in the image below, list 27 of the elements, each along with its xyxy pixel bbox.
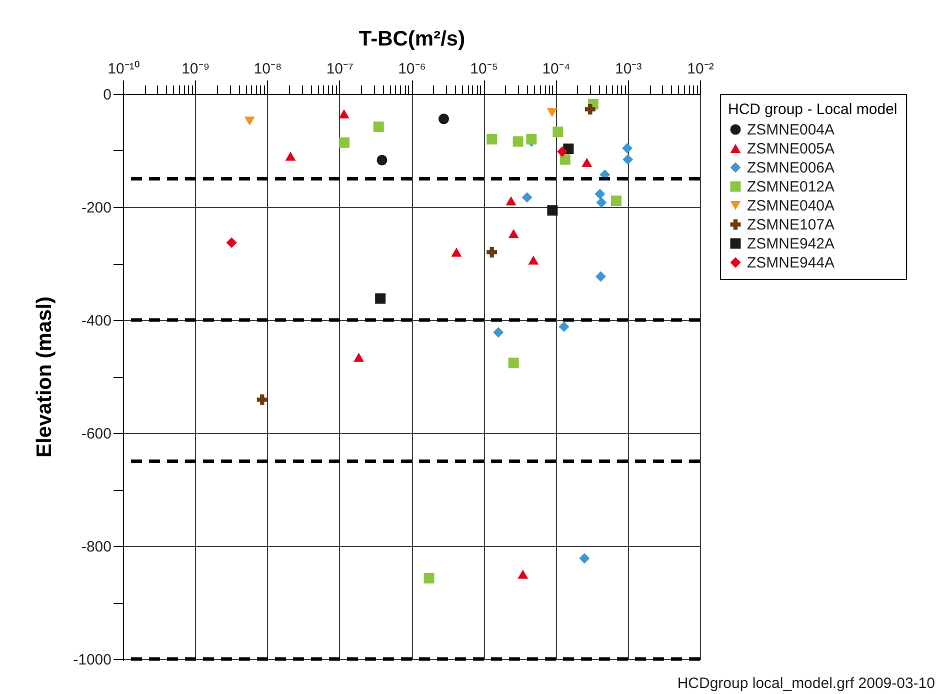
legend-label: ZSMNE006A xyxy=(747,160,835,176)
x-tick-label: 10⁻⁸ xyxy=(254,60,282,78)
legend-label: ZSMNE012A xyxy=(747,178,835,196)
x-tick-label: 10⁻² xyxy=(687,60,714,78)
y-tick-label: -200 xyxy=(81,200,112,216)
legend-title: HCD group - Local model xyxy=(728,101,898,118)
y-axis-title: Elevation (masl) xyxy=(33,296,56,458)
y-tick-label: 0 xyxy=(103,86,112,104)
y-tick-label: -400 xyxy=(81,312,112,330)
x-axis-title: T-BC(m²/s) xyxy=(358,28,466,50)
x-tick-label: 10⁻¹⁰ xyxy=(108,60,140,78)
y-tick-label: -800 xyxy=(81,538,112,556)
legend-label: ZSMNE005A xyxy=(747,140,835,158)
legend-label: ZSMNE040A xyxy=(747,198,835,214)
x-tick-label: 10⁻⁴ xyxy=(542,60,570,78)
y-tick-label: -1000 xyxy=(73,652,112,668)
legend-label: ZSMNE944A xyxy=(747,254,835,272)
text: HCDgroup local_model.grf 2009-03-10 xyxy=(677,675,935,692)
x-tick-label: 10⁻⁹ xyxy=(182,60,210,78)
x-tick-label: 10⁻⁶ xyxy=(398,60,426,78)
x-tick-label: 10⁻⁵ xyxy=(470,60,498,78)
y-tick-label: -600 xyxy=(81,426,112,442)
x-tick-label: 10⁻⁷ xyxy=(326,60,354,78)
x-tick-label: 10⁻³ xyxy=(615,60,642,78)
legend-label: ZSMNE107A xyxy=(747,216,835,234)
legend-label: ZSMNE942A xyxy=(747,236,835,252)
legend-label: ZSMNE004A xyxy=(747,122,835,138)
